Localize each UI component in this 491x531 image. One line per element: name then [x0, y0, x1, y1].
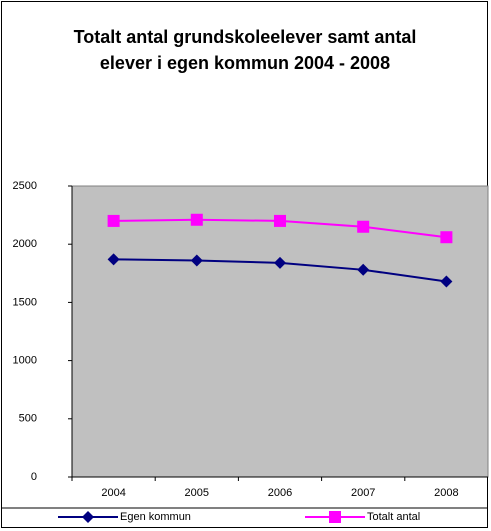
- marker: [357, 263, 370, 276]
- x-tick-label: 2005: [185, 487, 209, 499]
- x-tick-label: 2004: [101, 487, 125, 499]
- marker: [190, 213, 203, 226]
- x-tick-label: 2007: [351, 487, 375, 499]
- legend-label: Egen kommun: [120, 511, 191, 523]
- chart-title: Totalt antal grundskoleelever samt antal…: [73, 27, 417, 73]
- marker: [82, 511, 94, 523]
- x-tick-label: 2008: [434, 487, 458, 499]
- marker: [107, 253, 120, 266]
- marker: [274, 214, 286, 227]
- marker: [440, 231, 453, 244]
- y-tick-label: 500: [19, 413, 37, 425]
- plot-area: [71, 185, 489, 478]
- marker: [190, 254, 203, 267]
- x-tick-label: 2006: [268, 487, 292, 499]
- y-tick-label: 2000: [13, 238, 37, 250]
- marker: [274, 256, 286, 269]
- y-tick-label: 2500: [13, 180, 37, 192]
- y-tick-label: 1000: [13, 355, 37, 367]
- marker: [107, 214, 120, 227]
- marker: [357, 220, 370, 233]
- marker: [440, 275, 453, 288]
- legend-label: Totalt antal: [367, 511, 420, 523]
- y-tick-label: 1500: [13, 296, 37, 308]
- y-tick-label: 0: [31, 471, 37, 483]
- marker: [329, 511, 341, 523]
